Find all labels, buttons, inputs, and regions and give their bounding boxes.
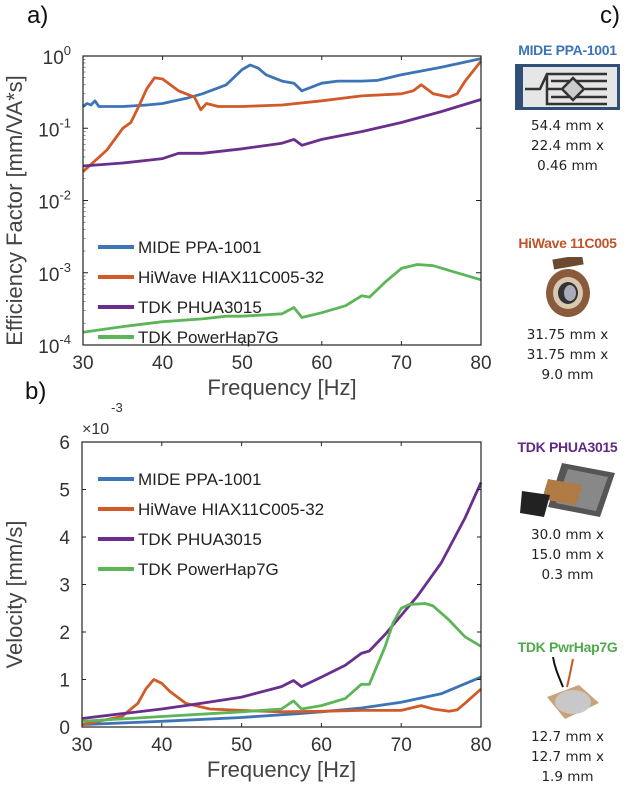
hiwave-actuator-image	[545, 257, 590, 317]
device-dim: 0.46 mm	[537, 158, 598, 174]
charts: 30 40 50 60 70 8010-410-310-210-1100Frequency…	[2, 43, 492, 782]
x-tick-label: 30	[71, 735, 92, 756]
device-hiwave: HiWave 11C005 31.75 mm x 31.75 mm x 9.0 mm	[495, 235, 640, 385]
legend-label: MIDE PPA-1001	[138, 470, 261, 489]
y-tick-label: 10-1	[38, 115, 71, 141]
legend-label: MIDE PPA-1001	[138, 238, 261, 257]
y-tick-label: 5	[59, 481, 70, 502]
velocity-chart: 30 40 50 60 70 80 0 1 2 3 4 5 6 ×10-3 Frequency [Hz] Ve…	[2, 400, 492, 782]
x-axis-label: Frequency [Hz]	[207, 375, 356, 400]
y-tick-label: 1	[59, 671, 70, 692]
y-axis-label: Velocity [mm/s]	[2, 521, 27, 669]
device-dim: 12.7 mm x	[531, 749, 604, 765]
series-line-tdk_phua	[81, 481, 483, 720]
device-dim: 9.0 mm	[541, 367, 594, 383]
y-tick-label: 6	[59, 433, 70, 454]
device-name: TDK PHUA3015	[517, 439, 618, 455]
series-line-hiwave	[82, 60, 483, 173]
y-axis-label: Efficiency Factor [mm/VA*s]	[2, 75, 27, 346]
y-multiplier: ×10-3	[82, 400, 123, 438]
device-tdk-phua: TDK PHUA3015 30.0 mm x 15.0 mm x 0.3 mm	[495, 439, 640, 585]
device-dim: 0.3 mm	[541, 567, 594, 583]
y-tick-label: 4	[59, 528, 70, 549]
legend-label: TDK PowerHap7G	[138, 328, 279, 347]
x-tick-label: 50	[232, 353, 253, 374]
legend-label: TDK PHUA3015	[138, 530, 262, 549]
powerhap-actuator-image	[546, 657, 599, 719]
panel-label-c: c)	[600, 2, 620, 29]
y-tick-label: 3	[59, 576, 70, 597]
device-dim: 1.9 mm	[541, 769, 594, 785]
device-name: TDK PwrHap7G	[517, 639, 618, 655]
legend-label: TDK PHUA3015	[138, 298, 262, 317]
device-mide: MIDE PPA-1001 54.4 mm x 22.4 mm x 0.46 mm	[495, 42, 640, 176]
y-tick-label: 2	[59, 623, 70, 644]
mide-actuator-image	[515, 64, 620, 110]
x-tick-label: 40	[151, 735, 172, 756]
series-line-tdk_powerhap	[82, 263, 482, 334]
x-tick-label: 40	[152, 353, 173, 374]
x-tick-label: 60	[311, 353, 332, 374]
device-dim: 22.4 mm x	[531, 138, 604, 154]
series-line-mide	[82, 57, 482, 108]
y-tick-label: 10-2	[38, 188, 71, 214]
series-line-tdk_phua	[82, 98, 482, 168]
efficiency-chart: 30 40 50 60 70 80 10-4 10-3 10-2 10-1 100 Frequency…	[2, 43, 492, 400]
series-line-tdk_powerhap	[81, 602, 482, 723]
device-dim: 30.0 mm x	[531, 527, 604, 543]
legend-label: HiWave HIAX11C005-32	[138, 500, 324, 519]
y-tick-label: 10-3	[38, 260, 71, 286]
x-tick-label: 60	[311, 735, 332, 756]
x-tick-label: 70	[391, 735, 412, 756]
device-dim: 15.0 mm x	[531, 547, 604, 563]
legend: MIDE PPA-1001 HiWave HIAX11C005-32 TDK PHU…	[98, 470, 324, 579]
x-tick-label: 30	[72, 353, 93, 374]
device-dim: 12.7 mm x	[531, 729, 604, 745]
device-name: HiWave 11C005	[518, 235, 617, 251]
y-tick-label: 10-4	[38, 332, 71, 358]
device-name: MIDE PPA-1001	[518, 42, 617, 58]
legend-label: TDK PowerHap7G	[138, 560, 279, 579]
y-tick-label: 0	[59, 718, 70, 739]
legend-label: HiWave HIAX11C005-32	[138, 268, 324, 287]
phua-actuator-image	[520, 463, 615, 517]
x-tick-label: 80	[470, 353, 491, 374]
device-dim: 54.4 mm x	[531, 118, 604, 134]
panel-label-b: b)	[25, 378, 47, 405]
device-dim: 31.75 mm x	[526, 347, 609, 363]
device-dim: 31.75 mm x	[526, 327, 609, 343]
legend: MIDE PPA-1001 HiWave HIAX11C005-32 TDK PHU…	[98, 238, 324, 347]
x-tick-label: 70	[391, 353, 412, 374]
x-tick-label: 50	[231, 735, 252, 756]
x-axis-label: Frequency [Hz]	[207, 757, 356, 782]
y-tick-label: 100	[43, 43, 71, 69]
x-tick-label: 80	[470, 735, 491, 756]
device-tdk-powerhap: TDK PwrHap7G 12.7 mm x 12.7 mm x 1.9 mm	[495, 639, 640, 787]
panel-label-a: a)	[27, 2, 49, 29]
